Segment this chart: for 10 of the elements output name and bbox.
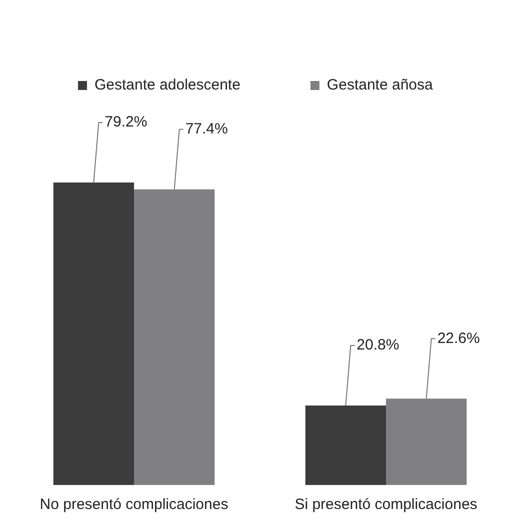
legend-label: Gestante añosa [326,76,434,94]
x-tick-label: No presentó complicaciones [40,496,228,514]
data-label: 20.8% [356,336,400,354]
data-label: 22.6% [437,330,480,347]
bar [305,406,386,485]
legend-label: Gestante adolescente [94,76,240,94]
data-label: 79.2% [104,114,148,131]
x-tick-label: Si presentó complicaciones [294,496,478,514]
data-label: 77.4% [185,120,228,138]
bar [53,182,134,485]
